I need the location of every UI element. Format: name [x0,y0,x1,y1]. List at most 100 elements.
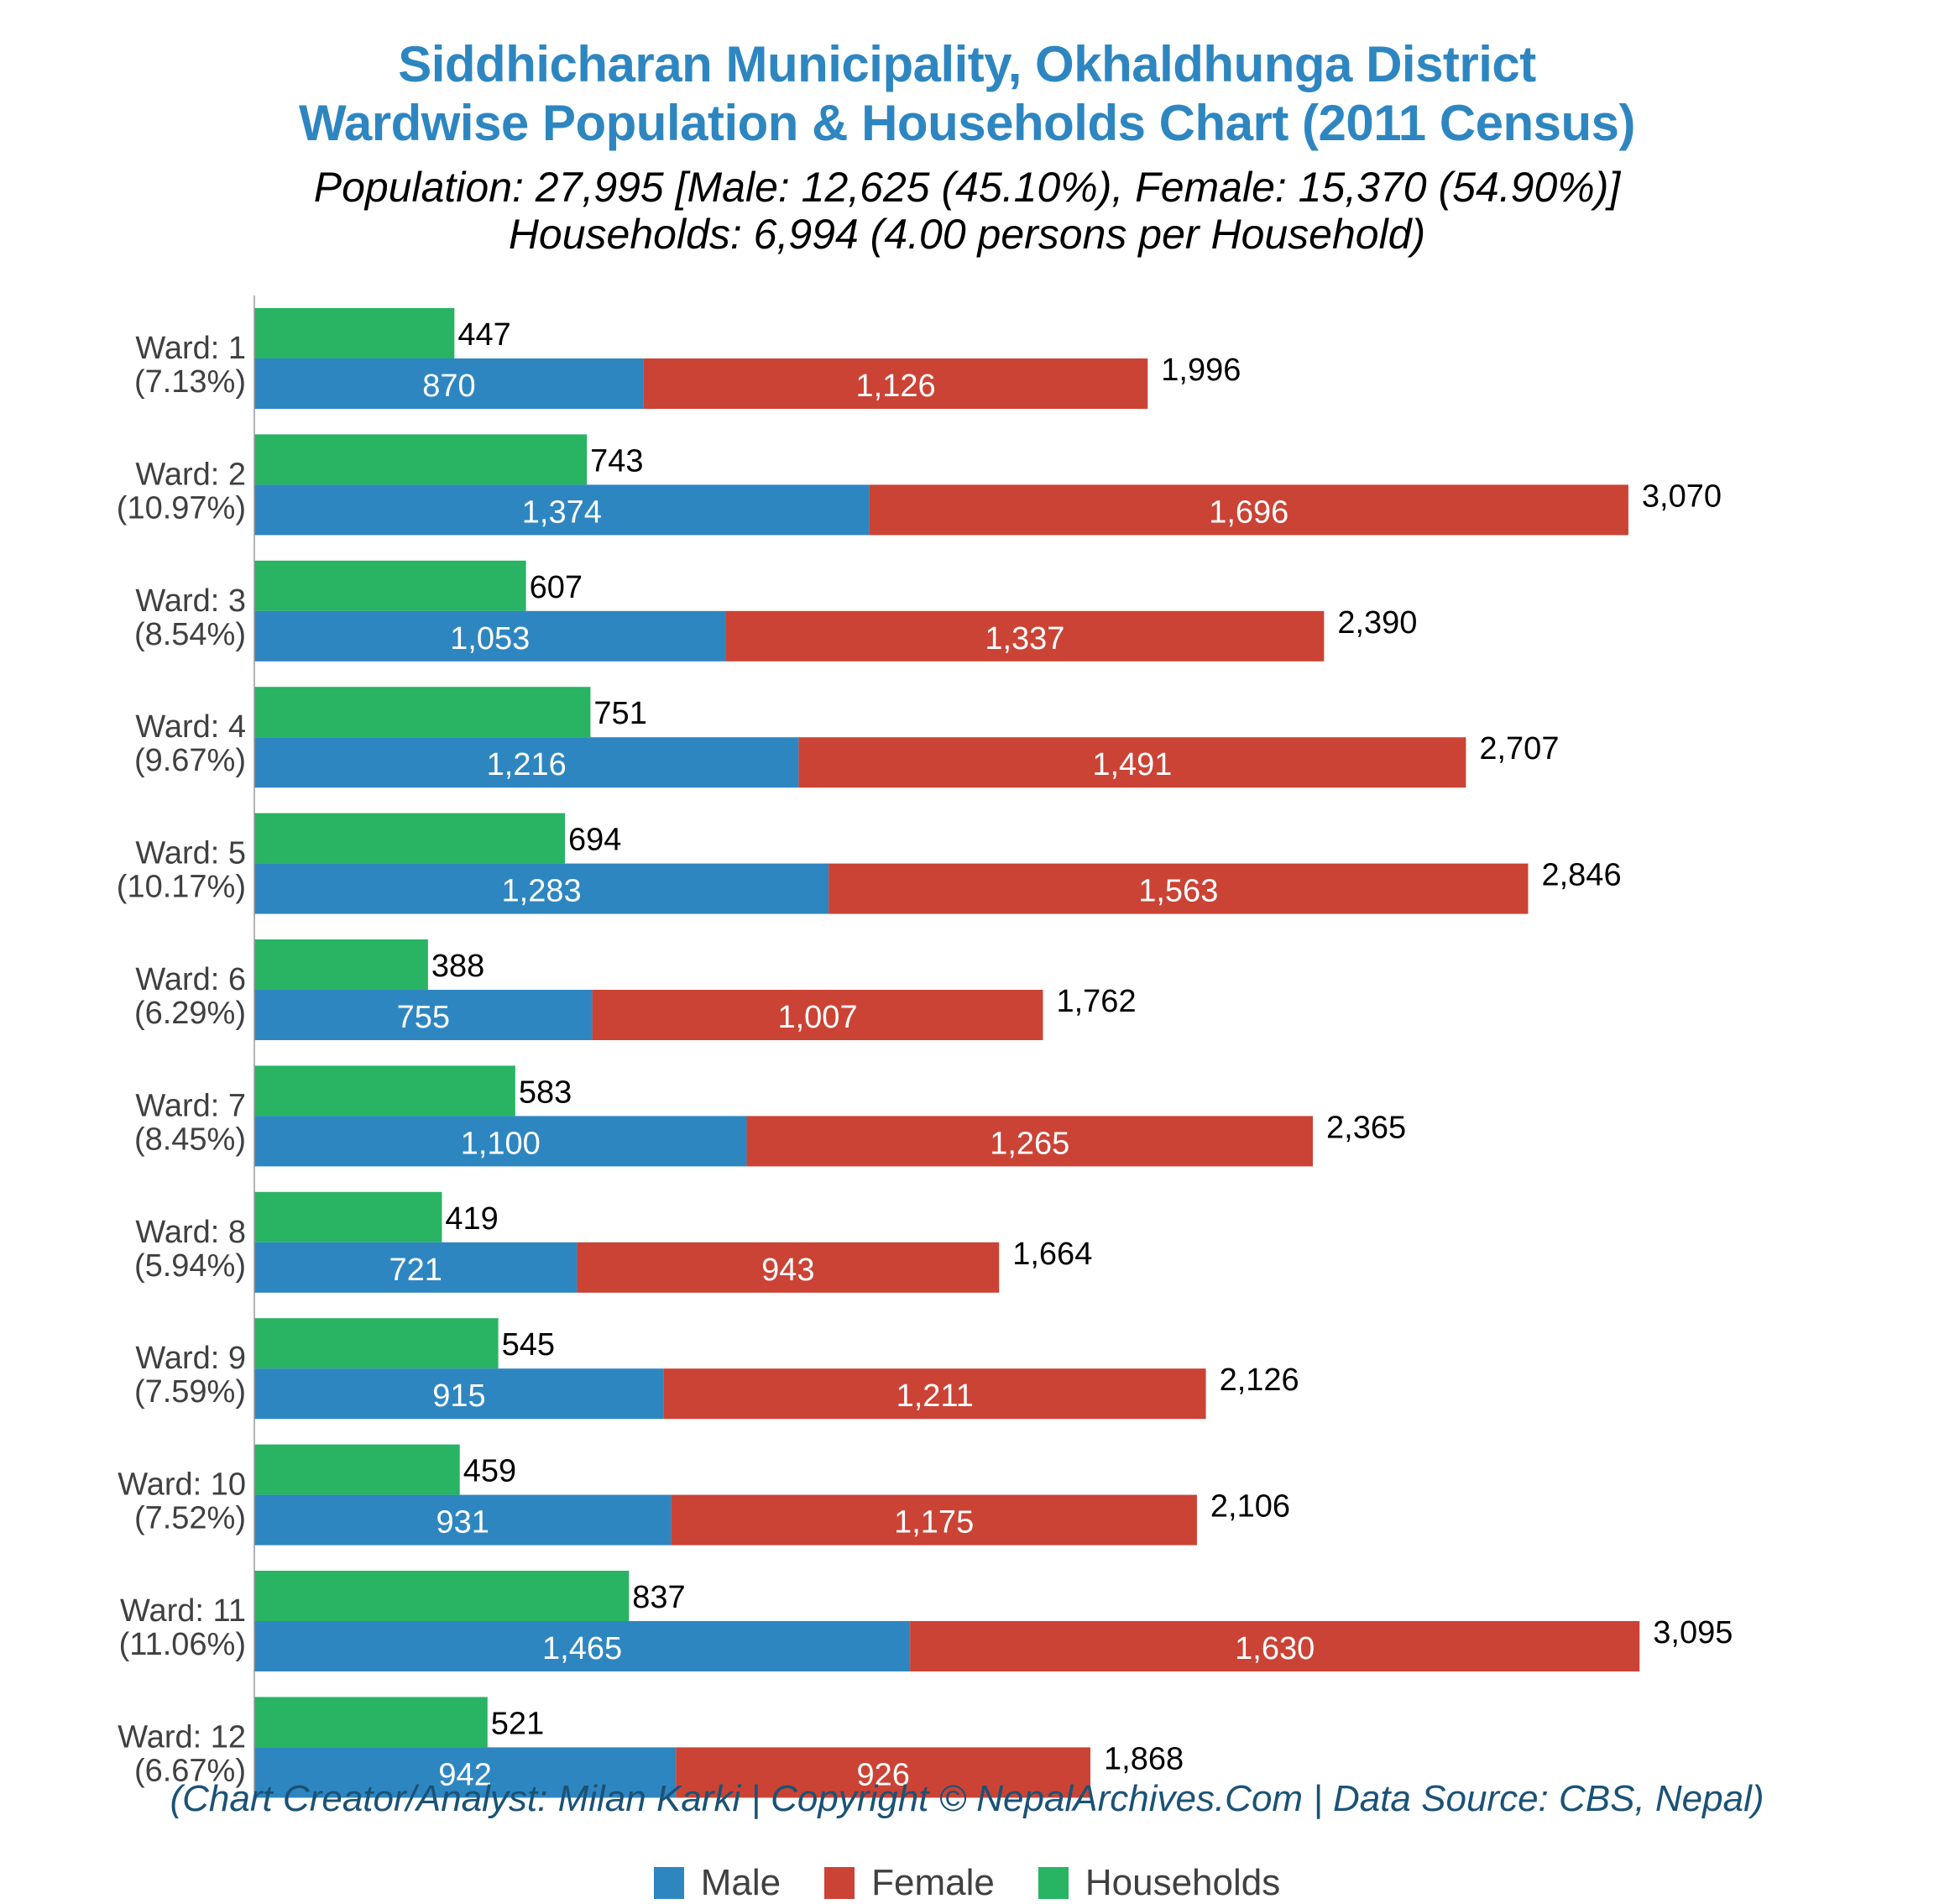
households-value-label: 694 [568,823,621,858]
chart-subtitle-households: Households: 6,994 (4.00 persons per Hous… [508,211,1426,258]
female-value-label: 1,211 [896,1378,974,1414]
ward-tick-label: Ward: 3 [135,583,246,619]
ward-percent-label: (6.29%) [134,996,246,1031]
households-bar [254,1444,460,1495]
female-value-label: 1,126 [856,369,936,404]
ward-tick-label: Ward: 8 [135,1215,246,1250]
male-value-label: 755 [397,1000,450,1035]
female-value-label: 1,630 [1235,1631,1315,1666]
ward-tick-label: Ward: 1 [135,331,246,366]
female-value-label: 1,265 [990,1126,1069,1161]
total-value-label: 3,095 [1653,1615,1733,1650]
total-value-label: 2,707 [1479,731,1559,766]
male-bar [254,737,799,788]
total-value-label: 3,070 [1642,479,1722,514]
legend-item-households[interactable]: Households [1038,1862,1280,1904]
male-value-label: 942 [438,1757,491,1792]
households-value-label: 751 [593,696,646,731]
ward-percent-label: (7.59%) [134,1374,246,1410]
legend-label-male: Male [700,1862,781,1903]
total-value-label: 1,664 [1012,1237,1092,1272]
ward-percent-label: (7.52%) [134,1501,246,1536]
male-bar [254,1747,677,1798]
male-value-label: 1,374 [522,494,602,530]
female-value-label: 1,175 [894,1505,974,1540]
households-bar [254,1318,499,1369]
households-value-label: 447 [457,317,510,353]
households-value-label: 583 [519,1075,572,1110]
legend-item-female[interactable]: Female [824,1862,995,1904]
male-value-label: 721 [389,1253,442,1288]
female-bar [643,358,1148,409]
female-bar [592,990,1043,1040]
female-value-label: 1,491 [1092,747,1172,782]
legend-label-female: Female [871,1862,995,1903]
female-bar [828,863,1529,914]
male-bar [254,990,593,1040]
ward-tick-label: Ward: 2 [135,457,246,492]
male-bar [254,1368,664,1420]
male-value-label: 1,283 [502,874,582,909]
households-bar [254,308,455,358]
total-value-label: 1,996 [1161,353,1241,388]
households-value-label: 545 [502,1327,555,1363]
male-value-label: 1,100 [461,1126,541,1161]
ward-tick-label: Ward: 7 [135,1088,246,1123]
ward-tick-label: Ward: 4 [135,709,246,745]
female-value-label: 1,696 [1209,494,1288,530]
chart-footer-credit: (Chart Creator/Analyst: Milan Karki | Co… [170,1778,1764,1819]
female-bar [869,484,1628,536]
ward-tick-label: Ward: 5 [135,836,246,871]
ward-percent-label: (5.94%) [134,1248,246,1284]
female-bar [676,1747,1091,1798]
male-value-label: 1,053 [450,621,530,656]
households-bar [254,1571,630,1621]
female-bar [798,737,1466,788]
female-value-label: 1,007 [777,1000,857,1035]
households-bar [254,1191,442,1242]
legend-swatch-households [1038,1867,1069,1899]
male-value-label: 931 [436,1505,489,1540]
ward-tick-label: Ward: 11 [120,1593,246,1629]
ward-tick-label: Ward: 6 [135,962,246,997]
households-value-label: 607 [530,570,583,605]
legend-item-male[interactable]: Male [653,1862,781,1904]
households-value-label: 459 [463,1454,516,1489]
chart-subtitle-population: Population: 27,995 [Male: 12,625 (45.10%… [313,164,1621,211]
legend: Male Female Households [0,1862,1934,1904]
female-bar [725,610,1325,662]
legend-label-households: Households [1085,1862,1281,1903]
households-bar [254,560,526,611]
households-bar [254,813,566,864]
households-value-label: 521 [491,1706,544,1741]
households-bar [254,1065,515,1117]
male-value-label: 1,216 [487,747,567,782]
ward-tick-label: Ward: 10 [118,1467,246,1503]
households-value-label: 743 [590,443,643,479]
ward-tick-label: Ward: 12 [118,1719,246,1755]
households-value-label: 388 [431,949,484,984]
female-value-label: 1,337 [985,621,1064,656]
female-bar [577,1242,1000,1293]
chart-title: Siddhicharan Municipality, Okhaldhunga D… [398,36,1536,92]
legend-swatch-male [653,1867,684,1899]
male-bar [254,484,870,536]
ward-percent-label: (6.67%) [134,1753,246,1788]
male-bar [254,610,726,662]
female-bar [746,1116,1314,1167]
ward-percent-label: (8.54%) [134,617,246,652]
households-value-label: 419 [445,1201,498,1237]
total-value-label: 1,868 [1104,1741,1184,1776]
ward-tick-label: Ward: 9 [135,1341,246,1376]
female-value-label: 926 [856,1757,909,1792]
households-bar [254,434,588,485]
ward-percent-label: (11.06%) [119,1627,246,1662]
female-bar [671,1494,1197,1546]
total-value-label: 2,846 [1541,858,1621,893]
female-bar [663,1368,1206,1420]
male-bar [254,1116,747,1167]
total-value-label: 1,762 [1056,984,1136,1019]
male-bar [254,358,644,409]
female-value-label: 943 [761,1253,814,1288]
ward-percent-label: (10.97%) [117,490,246,526]
